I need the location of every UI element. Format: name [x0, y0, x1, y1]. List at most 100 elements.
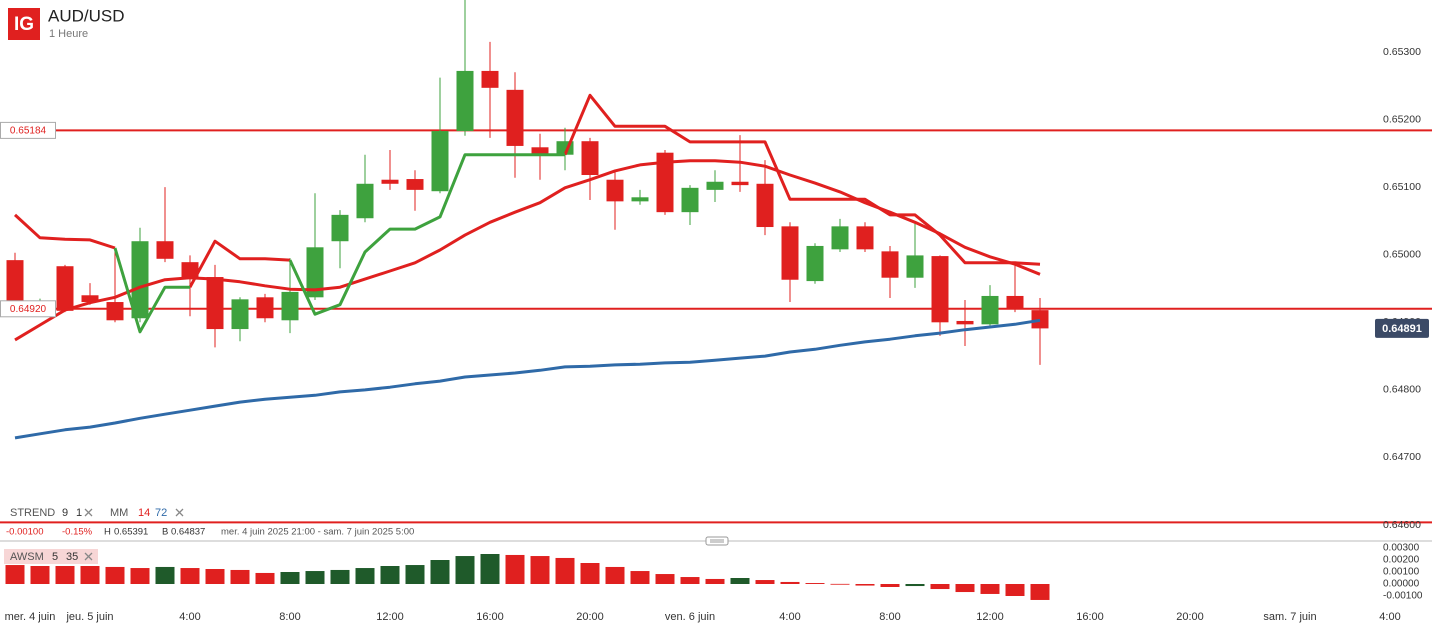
remove-indicator[interactable] [84, 552, 93, 561]
indicators [13, 93, 1041, 440]
moving-average [14, 318, 1041, 440]
oscillator-bar [1005, 584, 1025, 596]
oscillator-bar [505, 554, 525, 584]
oscillator-bar [80, 566, 100, 584]
y-tick-label: 0.00100 [1383, 567, 1420, 578]
low-label: B [162, 527, 168, 538]
y-tick-label: -0.00100 [1383, 591, 1423, 602]
logo-box [8, 8, 40, 40]
oscillator-bar [455, 556, 475, 584]
candle-body [181, 262, 199, 278]
oscillator-bar [55, 566, 75, 584]
candle-body [1006, 295, 1024, 309]
level-label-box [0, 121, 56, 139]
candle-body [631, 197, 649, 202]
oscillator-bar [555, 557, 575, 584]
candle-body [606, 179, 624, 202]
oscillator-bar [305, 571, 325, 584]
x-tick-label: 8:00 [279, 611, 300, 623]
y-tick-label: 0.65300 [1383, 46, 1421, 58]
candle-body [56, 266, 74, 311]
oscillator-bar [205, 569, 225, 584]
legend-name: STREND [10, 507, 55, 519]
overlays: 0.65184 0.64920 [0, 121, 56, 318]
candle-body [906, 255, 924, 278]
oscillator-bar [530, 556, 550, 584]
oscillator-bar [405, 565, 425, 584]
candle-body [731, 181, 749, 186]
oscillator-bar [630, 571, 650, 584]
supertrend-up [113, 153, 565, 334]
candle-body [156, 241, 174, 259]
oscillator-bar [905, 584, 925, 587]
oscillator-bar [255, 572, 275, 584]
oscillator-bar [355, 568, 375, 584]
legend-param: 14 [138, 507, 150, 519]
candle-body [256, 297, 274, 319]
oscillator-bar [330, 569, 350, 584]
oscillator-bar [280, 572, 300, 584]
candle-body [806, 245, 824, 282]
oscillator-bar [130, 568, 150, 584]
awsm-legend-bg [4, 549, 98, 564]
oscillator-bar [780, 581, 800, 584]
candle-body [531, 147, 549, 155]
last-price-box [1375, 318, 1429, 338]
remove-indicator[interactable] [175, 508, 184, 517]
candle-body [1031, 310, 1049, 329]
oscillator-bar [30, 566, 50, 584]
logo: IG [14, 14, 34, 35]
oscillator-bar [805, 583, 825, 584]
legend-param: 5 [52, 551, 58, 563]
oscillator-bar [5, 565, 25, 584]
oscillator-bar [680, 577, 700, 584]
oscillator-bar [655, 574, 675, 584]
candle-body [706, 181, 724, 190]
level-label: 0.65184 [10, 126, 47, 137]
chart-subtitle: 1 Heure [49, 28, 88, 40]
oscillator-bar [180, 568, 200, 584]
y-tick-label: 0.65000 [1383, 249, 1421, 261]
candle-body [881, 251, 899, 278]
candle-body [506, 89, 524, 146]
legend-param: 1 [76, 507, 82, 519]
oscillator-bar [730, 578, 750, 584]
remove-indicator[interactable] [84, 508, 93, 517]
candle-body [681, 187, 699, 213]
oscillator-bar [755, 580, 775, 584]
level-label: 0.64920 [10, 304, 47, 315]
candle-body [856, 226, 874, 250]
candle-body [81, 295, 99, 303]
candle-body [581, 141, 599, 175]
oscillator-bar [980, 584, 1000, 594]
x-tick-label: sam. 7 juin [1263, 611, 1316, 623]
candle-body [381, 179, 399, 184]
candles [6, 0, 1049, 365]
change-pct: -0.15% [62, 527, 93, 538]
panel-resize-handle[interactable] [705, 536, 729, 546]
supertrend-down [13, 93, 1041, 288]
legend-name: MM [110, 507, 128, 519]
x-tick-label: 8:00 [879, 611, 900, 623]
x-tick-label: 12:00 [376, 611, 404, 623]
candle-body [281, 291, 299, 321]
x-tick-label: 20:00 [1176, 611, 1204, 623]
oscillator-bar [430, 560, 450, 584]
y-tick-label: 0.64700 [1383, 451, 1421, 463]
candle-body [656, 152, 674, 213]
x-tick-label: mer. 4 juin [5, 611, 56, 623]
legend-name: AWSM [10, 551, 44, 563]
x-tick-label: 16:00 [1076, 611, 1104, 623]
oscillator-bar [930, 584, 950, 590]
oscillator-bar [480, 554, 500, 584]
change: -0.00100 [6, 527, 44, 538]
candle-body [956, 320, 974, 325]
y-tick-label: 0.00200 [1383, 555, 1420, 566]
oscillator-bar [105, 566, 125, 584]
oscillator-bar [605, 566, 625, 584]
candle-body [331, 214, 349, 242]
moving-average [14, 159, 1041, 342]
legend-param: 35 [66, 551, 78, 563]
